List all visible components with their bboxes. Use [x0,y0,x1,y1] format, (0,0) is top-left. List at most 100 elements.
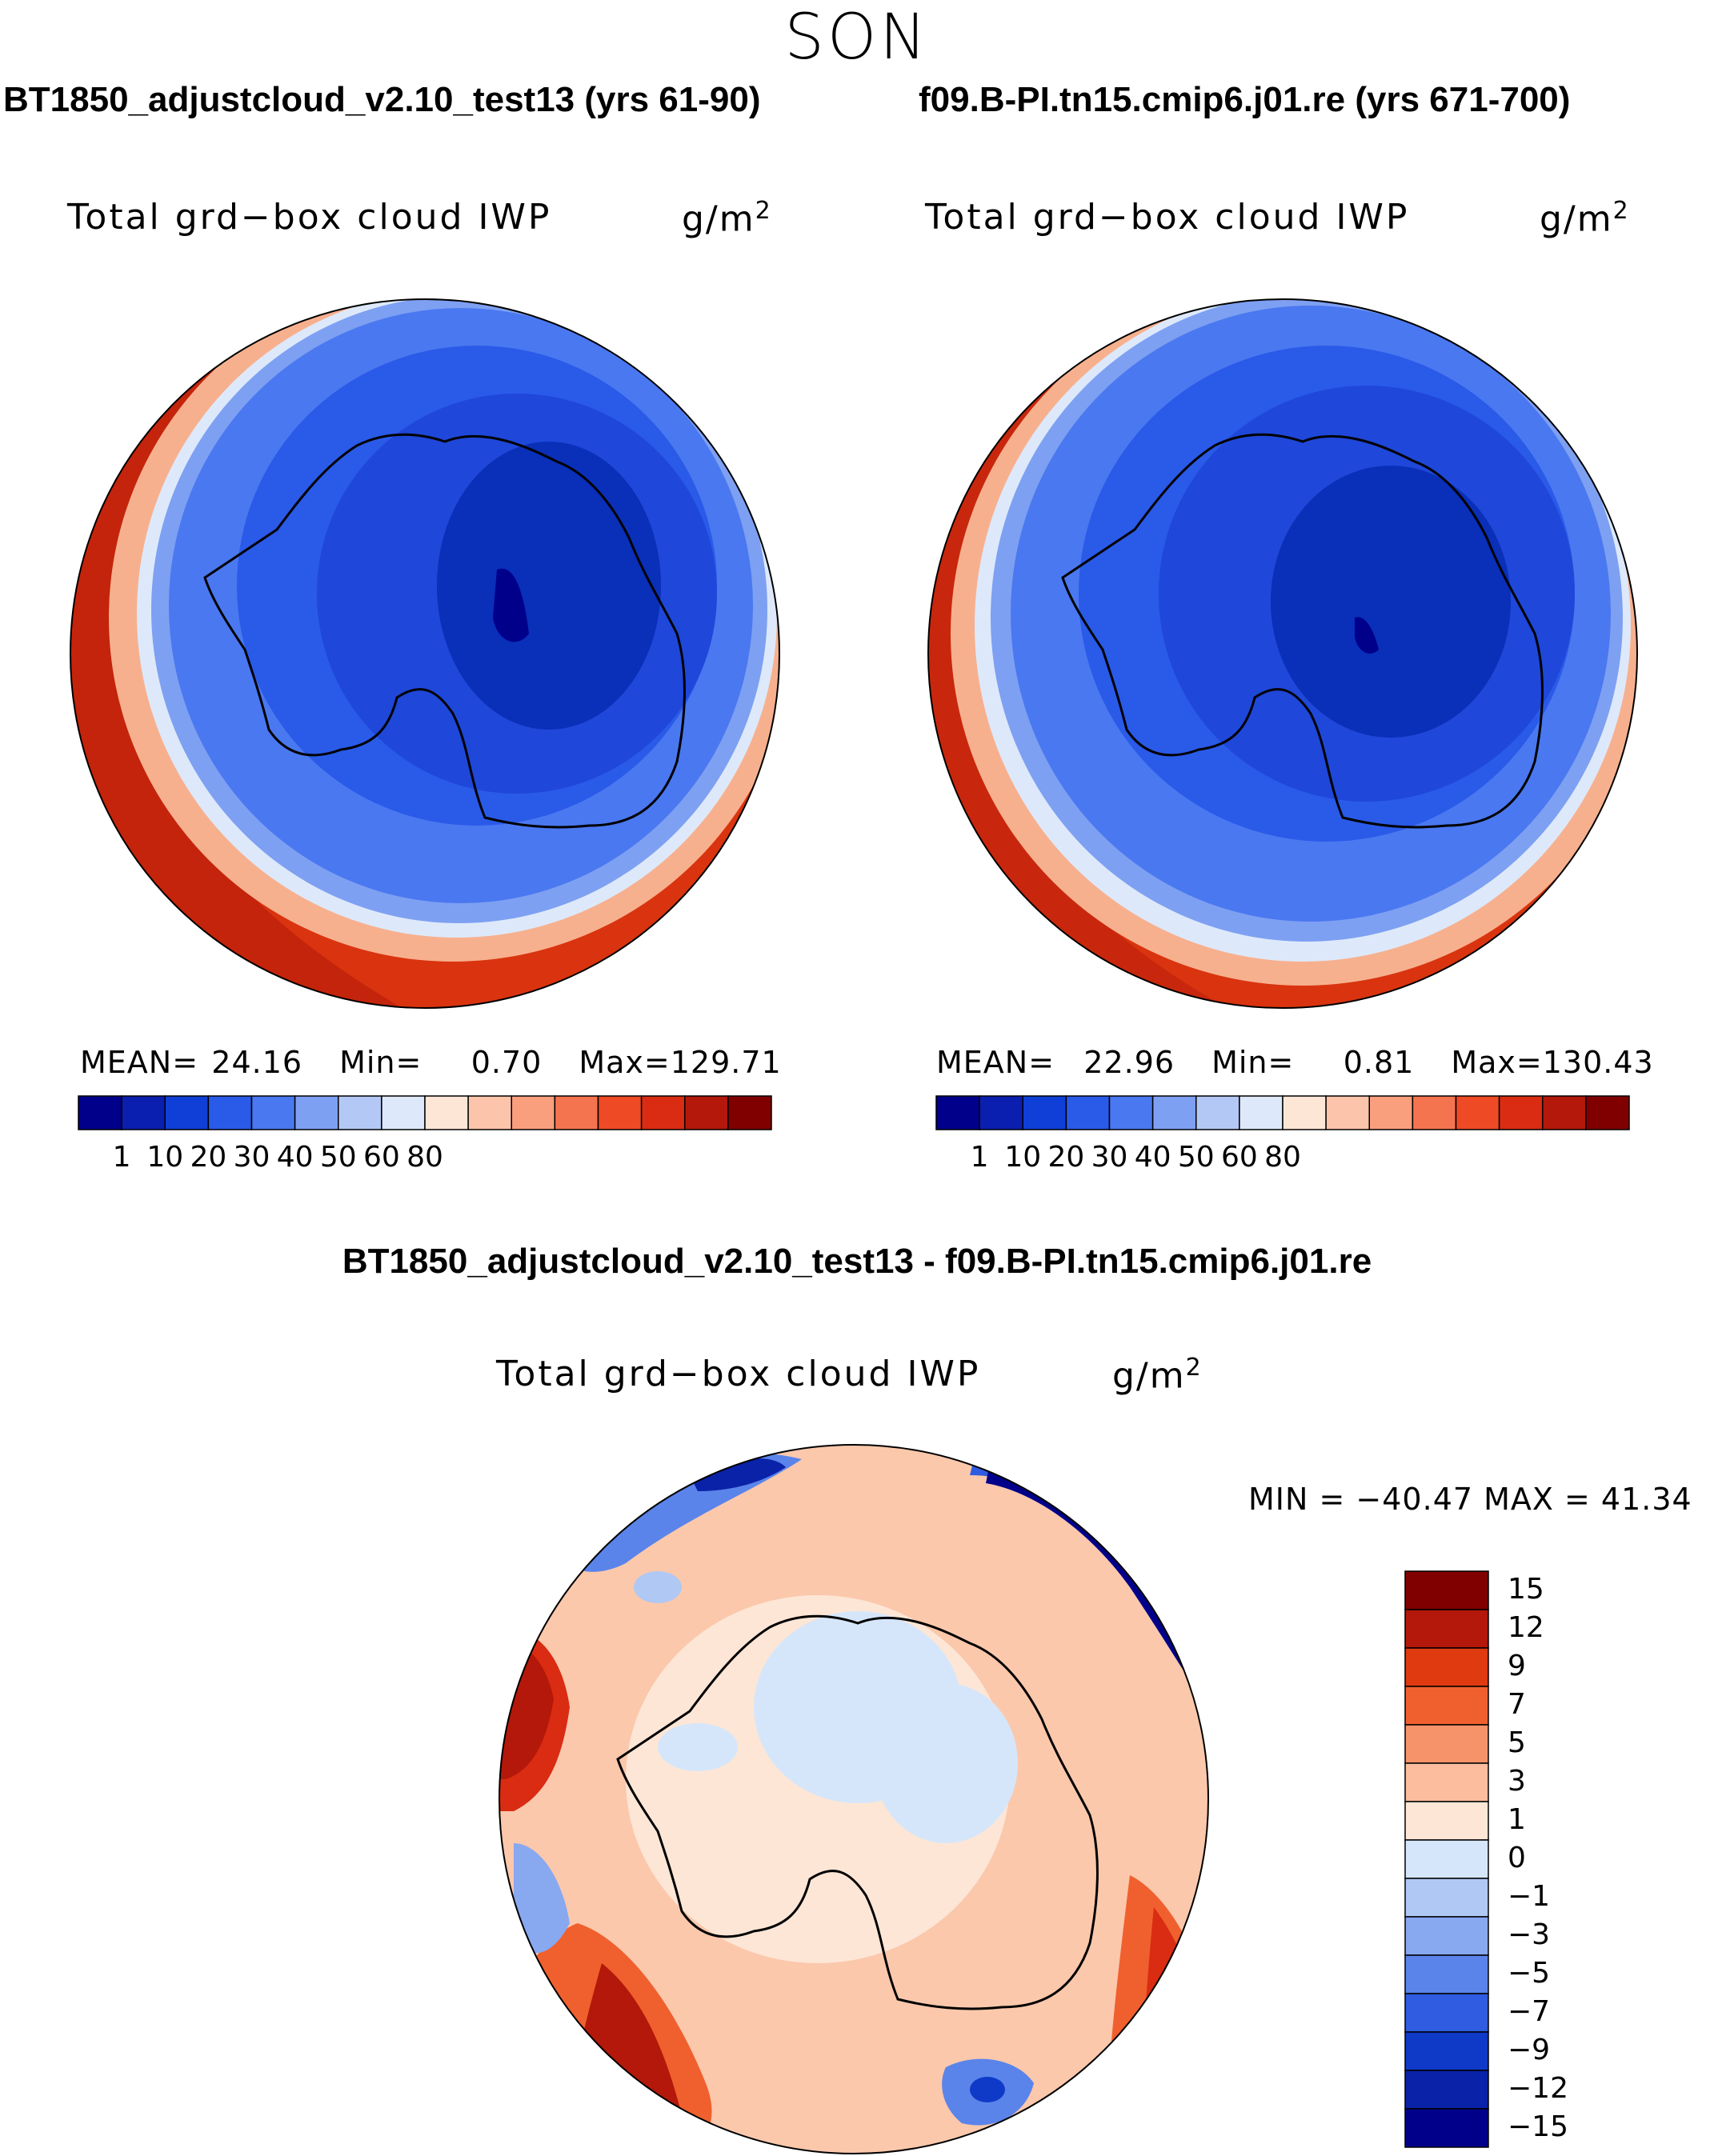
diff-colorbar-tick-label: 0 [1508,1842,1526,1874]
left-colorbar-tick-label: 50 [319,1141,357,1174]
right-colorbar-swatch-10 [1368,1095,1414,1130]
left-colorbar-tick-label: 80 [406,1141,443,1174]
diff-colorbar-swatch-13 [1404,2070,1489,2110]
left-colorbar-swatch-7 [381,1095,426,1130]
left-colorbar-swatch-4 [250,1095,296,1130]
right-colorbar-tick-label: 40 [1134,1141,1171,1174]
diff-polar-map [499,1444,1209,2154]
left-colorbar-tick-label: 1 [112,1141,131,1174]
diff-colorbar-tick-label: −15 [1508,2110,1568,2143]
left-colorbar-tick-label: 40 [276,1141,314,1174]
diff-colorbar-tick-label: −5 [1508,1957,1551,1990]
diff-variable-label: Total grd−box cloud IWP [496,1354,981,1394]
left-case-title: BT1850_adjustcloud_v2.10_test13 (yrs 61-… [3,80,761,119]
left-colorbar-swatch-0 [78,1095,122,1130]
left-colorbar-labels: 1 10 20 30 40 50 60 80 [78,1141,771,1181]
right-colorbar-tick-label: 80 [1264,1141,1301,1174]
right-colorbar-swatch-3 [1065,1095,1111,1130]
diff-units: g/m2 [1112,1354,1203,1397]
left-colorbar-tick-label: 30 [233,1141,270,1174]
left-colorbar-tick-label: 60 [362,1141,400,1174]
left-colorbar-tick-label: 10 [146,1141,184,1174]
diff-colorbar-swatch-8 [1404,1878,1489,1918]
right-units: g/m2 [1540,197,1630,240]
left-variable-label: Total grd−box cloud IWP [67,197,552,238]
left-colorbar-swatch-15 [727,1095,772,1130]
right-colorbar [935,1095,1630,1130]
left-colorbar-swatch-5 [294,1095,339,1130]
right-colorbar-tick-label: 60 [1220,1141,1258,1174]
diff-colorbar-swatch-3 [1404,1686,1489,1726]
right-colorbar-swatch-5 [1151,1095,1197,1130]
left-stats: MEAN= 24.16 Min= 0.70 Max=129.71 [80,1045,782,1080]
left-colorbar-swatch-6 [338,1095,382,1130]
left-colorbar-swatch-3 [207,1095,253,1130]
right-colorbar-swatch-8 [1282,1095,1327,1130]
right-colorbar-tick-label: 50 [1177,1141,1215,1174]
diff-colorbar-tick-label: 9 [1508,1650,1526,1682]
diff-colorbar-swatch-9 [1404,1916,1489,1956]
diff-colorbar-swatch-4 [1404,1724,1489,1764]
right-colorbar-tick-label: 10 [1004,1141,1042,1174]
left-colorbar [78,1095,772,1130]
diff-colorbar-tick-label: 3 [1508,1765,1526,1798]
left-colorbar-swatch-2 [164,1095,210,1130]
right-variable-label: Total grd−box cloud IWP [925,197,1410,238]
diff-colorbar-swatch-1 [1404,1609,1489,1649]
right-stats: MEAN= 22.96 Min= 0.81 Max=130.43 [936,1045,1654,1080]
right-colorbar-swatch-1 [979,1095,1023,1130]
left-colorbar-swatch-13 [640,1095,686,1130]
left-colorbar-swatch-8 [424,1095,469,1130]
right-colorbar-swatch-12 [1455,1095,1500,1130]
right-colorbar-labels: 1 10 20 30 40 50 60 80 [936,1141,1629,1181]
right-colorbar-swatch-2 [1022,1095,1067,1130]
right-colorbar-swatch-13 [1498,1095,1544,1130]
right-colorbar-swatch-4 [1108,1095,1154,1130]
season-title: SON [784,2,930,74]
right-colorbar-swatch-0 [935,1095,980,1130]
diff-colorbar-swatch-6 [1404,1801,1489,1841]
diff-colorbar-swatch-0 [1404,1570,1489,1610]
diff-colorbar [1404,1570,1489,2148]
diff-colorbar-swatch-10 [1404,1954,1489,1994]
right-colorbar-swatch-14 [1542,1095,1587,1130]
left-colorbar-swatch-11 [554,1095,599,1130]
right-colorbar-tick-label: 20 [1047,1141,1085,1174]
right-colorbar-swatch-11 [1412,1095,1457,1130]
diff-colorbar-tick-label: 12 [1508,1611,1544,1644]
diff-colorbar-swatch-2 [1404,1647,1489,1687]
right-colorbar-swatch-15 [1585,1095,1630,1130]
right-colorbar-swatch-6 [1195,1095,1240,1130]
diff-colorbar-tick-label: 5 [1508,1726,1526,1759]
left-colorbar-tick-label: 20 [190,1141,227,1174]
left-colorbar-swatch-12 [597,1095,643,1130]
right-colorbar-tick-label: 30 [1091,1141,1128,1174]
diff-antarctica-coastline [616,1614,1099,2010]
right-colorbar-swatch-9 [1325,1095,1370,1130]
right-colorbar-swatch-7 [1239,1095,1283,1130]
left-colorbar-swatch-1 [121,1095,166,1130]
left-colorbar-swatch-14 [684,1095,729,1130]
left-polar-map [70,298,780,1009]
left-colorbar-swatch-10 [511,1095,556,1130]
right-colorbar-tick-label: 1 [970,1141,989,1174]
diff-colorbar-tick-label: −12 [1508,2072,1568,2105]
diff-colorbar-tick-label: 1 [1508,1803,1526,1836]
right-antarctica-coastline [1061,433,1544,829]
diff-colorbar-labels: 15 12 9 7 5 3 1 0 −1 −3 −5 −7 −9 −12 −15 [1508,1571,1588,2147]
diff-colorbar-swatch-5 [1404,1762,1489,1802]
right-case-title: f09.B-PI.tn15.cmip6.j01.re (yrs 671-700) [919,80,1571,119]
diff-colorbar-swatch-14 [1404,2108,1489,2148]
left-units: g/m2 [682,197,772,240]
diff-colorbar-tick-label: 15 [1508,1573,1544,1606]
diff-colorbar-tick-label: −7 [1508,1995,1551,2028]
diff-colorbar-tick-label: −9 [1508,2034,1551,2066]
diff-colorbar-tick-label: 7 [1508,1688,1526,1721]
diff-colorbar-swatch-12 [1404,2031,1489,2071]
left-colorbar-swatch-9 [467,1095,512,1130]
diff-colorbar-tick-label: −1 [1508,1880,1551,1913]
left-antarctica-coastline [203,433,686,829]
diff-colorbar-tick-label: −3 [1508,1918,1551,1951]
diff-colorbar-swatch-11 [1404,1993,1489,2033]
diff-minmax: MIN = −40.47 MAX = 41.34 [1248,1482,1692,1517]
